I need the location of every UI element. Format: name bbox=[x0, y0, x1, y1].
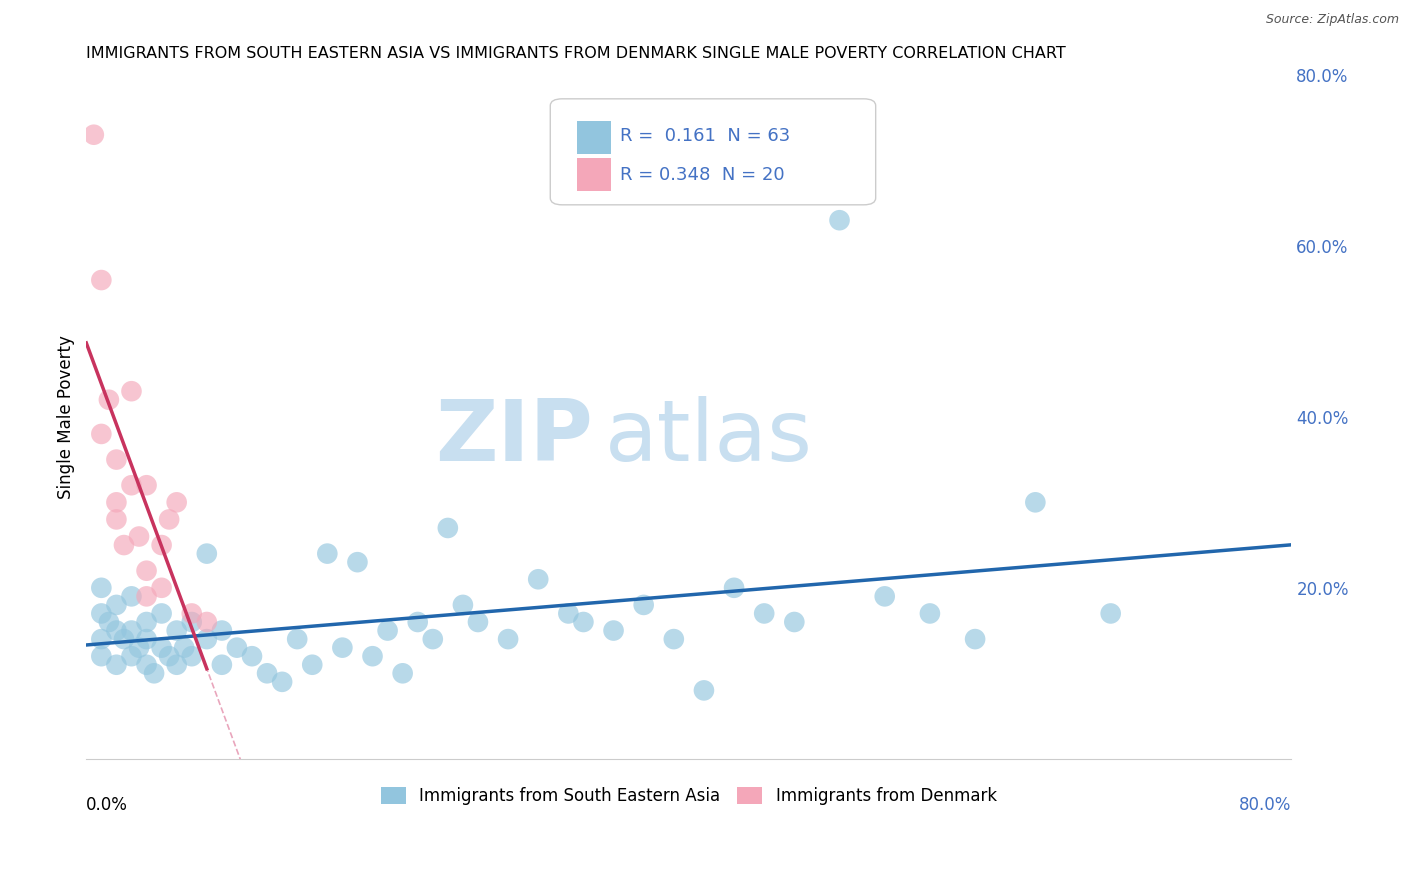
Point bbox=[83, 128, 105, 142]
Point bbox=[285, 632, 308, 646]
Point bbox=[211, 624, 233, 638]
Point bbox=[180, 607, 202, 621]
Point bbox=[166, 624, 188, 638]
Point bbox=[121, 384, 143, 399]
Point bbox=[150, 538, 173, 552]
Point bbox=[240, 649, 263, 664]
Point bbox=[135, 590, 157, 604]
Point bbox=[965, 632, 987, 646]
Point bbox=[143, 666, 166, 681]
Text: IMMIGRANTS FROM SOUTH EASTERN ASIA VS IMMIGRANTS FROM DENMARK SINGLE MALE POVERT: IMMIGRANTS FROM SOUTH EASTERN ASIA VS IM… bbox=[86, 46, 1066, 62]
Point bbox=[873, 590, 896, 604]
Point bbox=[135, 564, 157, 578]
Point bbox=[90, 581, 112, 595]
Point bbox=[332, 640, 354, 655]
Point bbox=[662, 632, 685, 646]
FancyBboxPatch shape bbox=[550, 99, 876, 205]
Text: 80.0%: 80.0% bbox=[1239, 797, 1292, 814]
Point bbox=[391, 666, 413, 681]
Point bbox=[121, 624, 143, 638]
Point bbox=[693, 683, 716, 698]
Point bbox=[90, 607, 112, 621]
Point bbox=[557, 607, 579, 621]
FancyBboxPatch shape bbox=[576, 158, 610, 191]
Point bbox=[128, 529, 150, 543]
Point bbox=[112, 632, 135, 646]
Text: ZIP: ZIP bbox=[434, 396, 592, 479]
Point bbox=[135, 478, 157, 492]
Point bbox=[157, 649, 180, 664]
Point bbox=[105, 512, 128, 526]
Point bbox=[180, 615, 202, 629]
Point bbox=[128, 640, 150, 655]
Point bbox=[1099, 607, 1122, 621]
Point bbox=[226, 640, 249, 655]
Point bbox=[150, 581, 173, 595]
Point bbox=[195, 632, 218, 646]
Point bbox=[602, 624, 624, 638]
Point bbox=[135, 615, 157, 629]
Point bbox=[105, 495, 128, 509]
Point bbox=[918, 607, 941, 621]
Point bbox=[105, 452, 128, 467]
Y-axis label: Single Male Poverty: Single Male Poverty bbox=[58, 334, 75, 499]
Text: 0.0%: 0.0% bbox=[86, 797, 128, 814]
Point bbox=[361, 649, 384, 664]
Point bbox=[316, 547, 339, 561]
Point bbox=[195, 615, 218, 629]
Text: Source: ZipAtlas.com: Source: ZipAtlas.com bbox=[1265, 13, 1399, 27]
Point bbox=[451, 598, 474, 612]
Point bbox=[754, 607, 776, 621]
Point bbox=[377, 624, 399, 638]
Point bbox=[105, 624, 128, 638]
Point bbox=[496, 632, 519, 646]
Point bbox=[150, 607, 173, 621]
Point bbox=[105, 657, 128, 672]
Point bbox=[90, 426, 112, 441]
Point bbox=[121, 590, 143, 604]
Point bbox=[406, 615, 429, 629]
Point bbox=[271, 674, 294, 689]
Point bbox=[467, 615, 489, 629]
Point bbox=[97, 392, 120, 407]
Point bbox=[166, 495, 188, 509]
FancyBboxPatch shape bbox=[576, 120, 610, 153]
Point bbox=[173, 640, 195, 655]
Point bbox=[135, 657, 157, 672]
Point bbox=[346, 555, 368, 569]
Text: atlas: atlas bbox=[605, 396, 813, 479]
Point bbox=[572, 615, 595, 629]
Text: R =  0.161  N = 63: R = 0.161 N = 63 bbox=[620, 127, 790, 145]
Point bbox=[90, 273, 112, 287]
Point bbox=[828, 213, 851, 227]
Point bbox=[180, 649, 202, 664]
Point bbox=[1024, 495, 1046, 509]
Point bbox=[256, 666, 278, 681]
Point bbox=[527, 572, 550, 586]
Point bbox=[301, 657, 323, 672]
Point bbox=[112, 538, 135, 552]
Point bbox=[90, 632, 112, 646]
Point bbox=[135, 632, 157, 646]
Text: R = 0.348  N = 20: R = 0.348 N = 20 bbox=[620, 166, 785, 184]
Point bbox=[211, 657, 233, 672]
Point bbox=[121, 478, 143, 492]
Legend: Immigrants from South Eastern Asia, Immigrants from Denmark: Immigrants from South Eastern Asia, Immi… bbox=[374, 780, 1004, 812]
Point bbox=[90, 649, 112, 664]
Point bbox=[437, 521, 460, 535]
Point bbox=[97, 615, 120, 629]
Point bbox=[121, 649, 143, 664]
Point bbox=[157, 512, 180, 526]
Point bbox=[195, 547, 218, 561]
Point bbox=[783, 615, 806, 629]
Point bbox=[723, 581, 745, 595]
Point bbox=[422, 632, 444, 646]
Point bbox=[150, 640, 173, 655]
Point bbox=[633, 598, 655, 612]
Point bbox=[166, 657, 188, 672]
Point bbox=[105, 598, 128, 612]
